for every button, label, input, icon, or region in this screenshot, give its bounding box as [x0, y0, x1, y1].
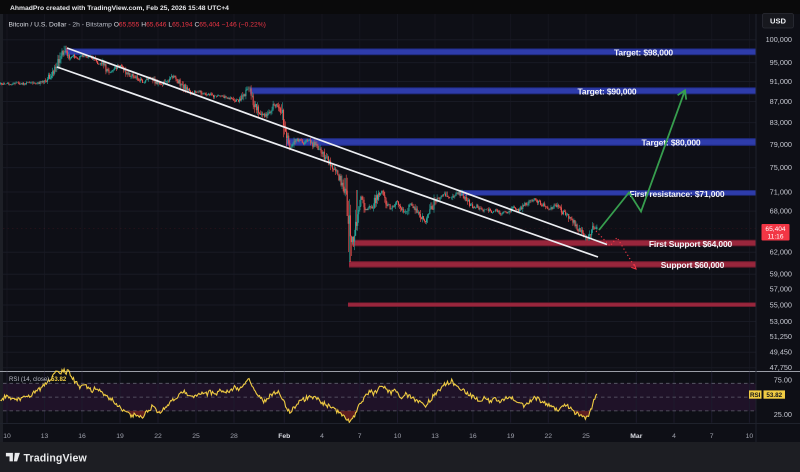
svg-text:4: 4 — [320, 433, 324, 440]
svg-text:USD: USD — [770, 17, 787, 26]
svg-text:65,404: 65,404 — [765, 226, 786, 233]
svg-text:16: 16 — [469, 433, 477, 440]
svg-text:83,000: 83,000 — [770, 118, 792, 127]
svg-text:Target: $98,000: Target: $98,000 — [614, 48, 673, 58]
svg-text:47,750: 47,750 — [770, 363, 792, 372]
svg-text:AhmadPro created with TradingV: AhmadPro created with TradingView.com, F… — [10, 5, 229, 12]
svg-text:Support $60,000: Support $60,000 — [661, 260, 725, 270]
svg-text:Bitcoin / U.S. Dollar - 2h - B: Bitcoin / U.S. Dollar - 2h - Bitstamp O6… — [9, 21, 266, 28]
svg-text:4: 4 — [672, 433, 676, 440]
svg-text:75.00: 75.00 — [774, 376, 792, 385]
svg-text:53.82: 53.82 — [766, 392, 782, 399]
svg-text:Target: $80,000: Target: $80,000 — [641, 138, 700, 148]
svg-text:7: 7 — [358, 433, 362, 440]
svg-text:75,000: 75,000 — [770, 163, 792, 172]
svg-text:22: 22 — [545, 433, 553, 440]
svg-text:62,000: 62,000 — [770, 248, 792, 257]
svg-text:19: 19 — [507, 433, 515, 440]
svg-text:10: 10 — [746, 433, 754, 440]
svg-text:57,000: 57,000 — [770, 285, 792, 294]
svg-text:TradingView: TradingView — [24, 452, 88, 464]
svg-text:7: 7 — [710, 433, 714, 440]
svg-text:22: 22 — [154, 433, 162, 440]
svg-text:RSI (14, close) 53.82: RSI (14, close) 53.82 — [9, 376, 67, 383]
svg-text:Mar: Mar — [630, 433, 642, 440]
svg-text:59,000: 59,000 — [770, 270, 792, 279]
svg-text:Feb: Feb — [278, 433, 290, 440]
svg-text:79,000: 79,000 — [770, 140, 792, 149]
svg-text:95,000: 95,000 — [770, 58, 792, 67]
svg-text:RSI: RSI — [750, 392, 761, 399]
svg-text:91,000: 91,000 — [770, 77, 792, 86]
svg-text:28: 28 — [230, 433, 238, 440]
svg-text:First Support $64,000: First Support $64,000 — [649, 239, 733, 249]
svg-text:19: 19 — [116, 433, 124, 440]
svg-text:13: 13 — [41, 433, 49, 440]
svg-text:13: 13 — [431, 433, 439, 440]
svg-text:11:16: 11:16 — [767, 234, 783, 241]
svg-text:10: 10 — [3, 433, 11, 440]
svg-text:53,000: 53,000 — [770, 317, 792, 326]
svg-text:16: 16 — [78, 433, 86, 440]
svg-text:68,000: 68,000 — [770, 207, 792, 216]
svg-text:Target: $90,000: Target: $90,000 — [577, 87, 636, 97]
svg-text:25: 25 — [582, 433, 590, 440]
svg-text:First resistance: $71,000: First resistance: $71,000 — [629, 189, 724, 199]
svg-text:49,450: 49,450 — [770, 348, 792, 357]
svg-text:55,000: 55,000 — [770, 300, 792, 309]
svg-text:10: 10 — [394, 433, 402, 440]
svg-text:51,250: 51,250 — [770, 332, 792, 341]
svg-text:87,000: 87,000 — [770, 97, 792, 106]
svg-text:25: 25 — [192, 433, 200, 440]
svg-text:25.00: 25.00 — [774, 410, 792, 419]
svg-text:71,000: 71,000 — [770, 187, 792, 196]
svg-text:100,000: 100,000 — [766, 35, 792, 44]
